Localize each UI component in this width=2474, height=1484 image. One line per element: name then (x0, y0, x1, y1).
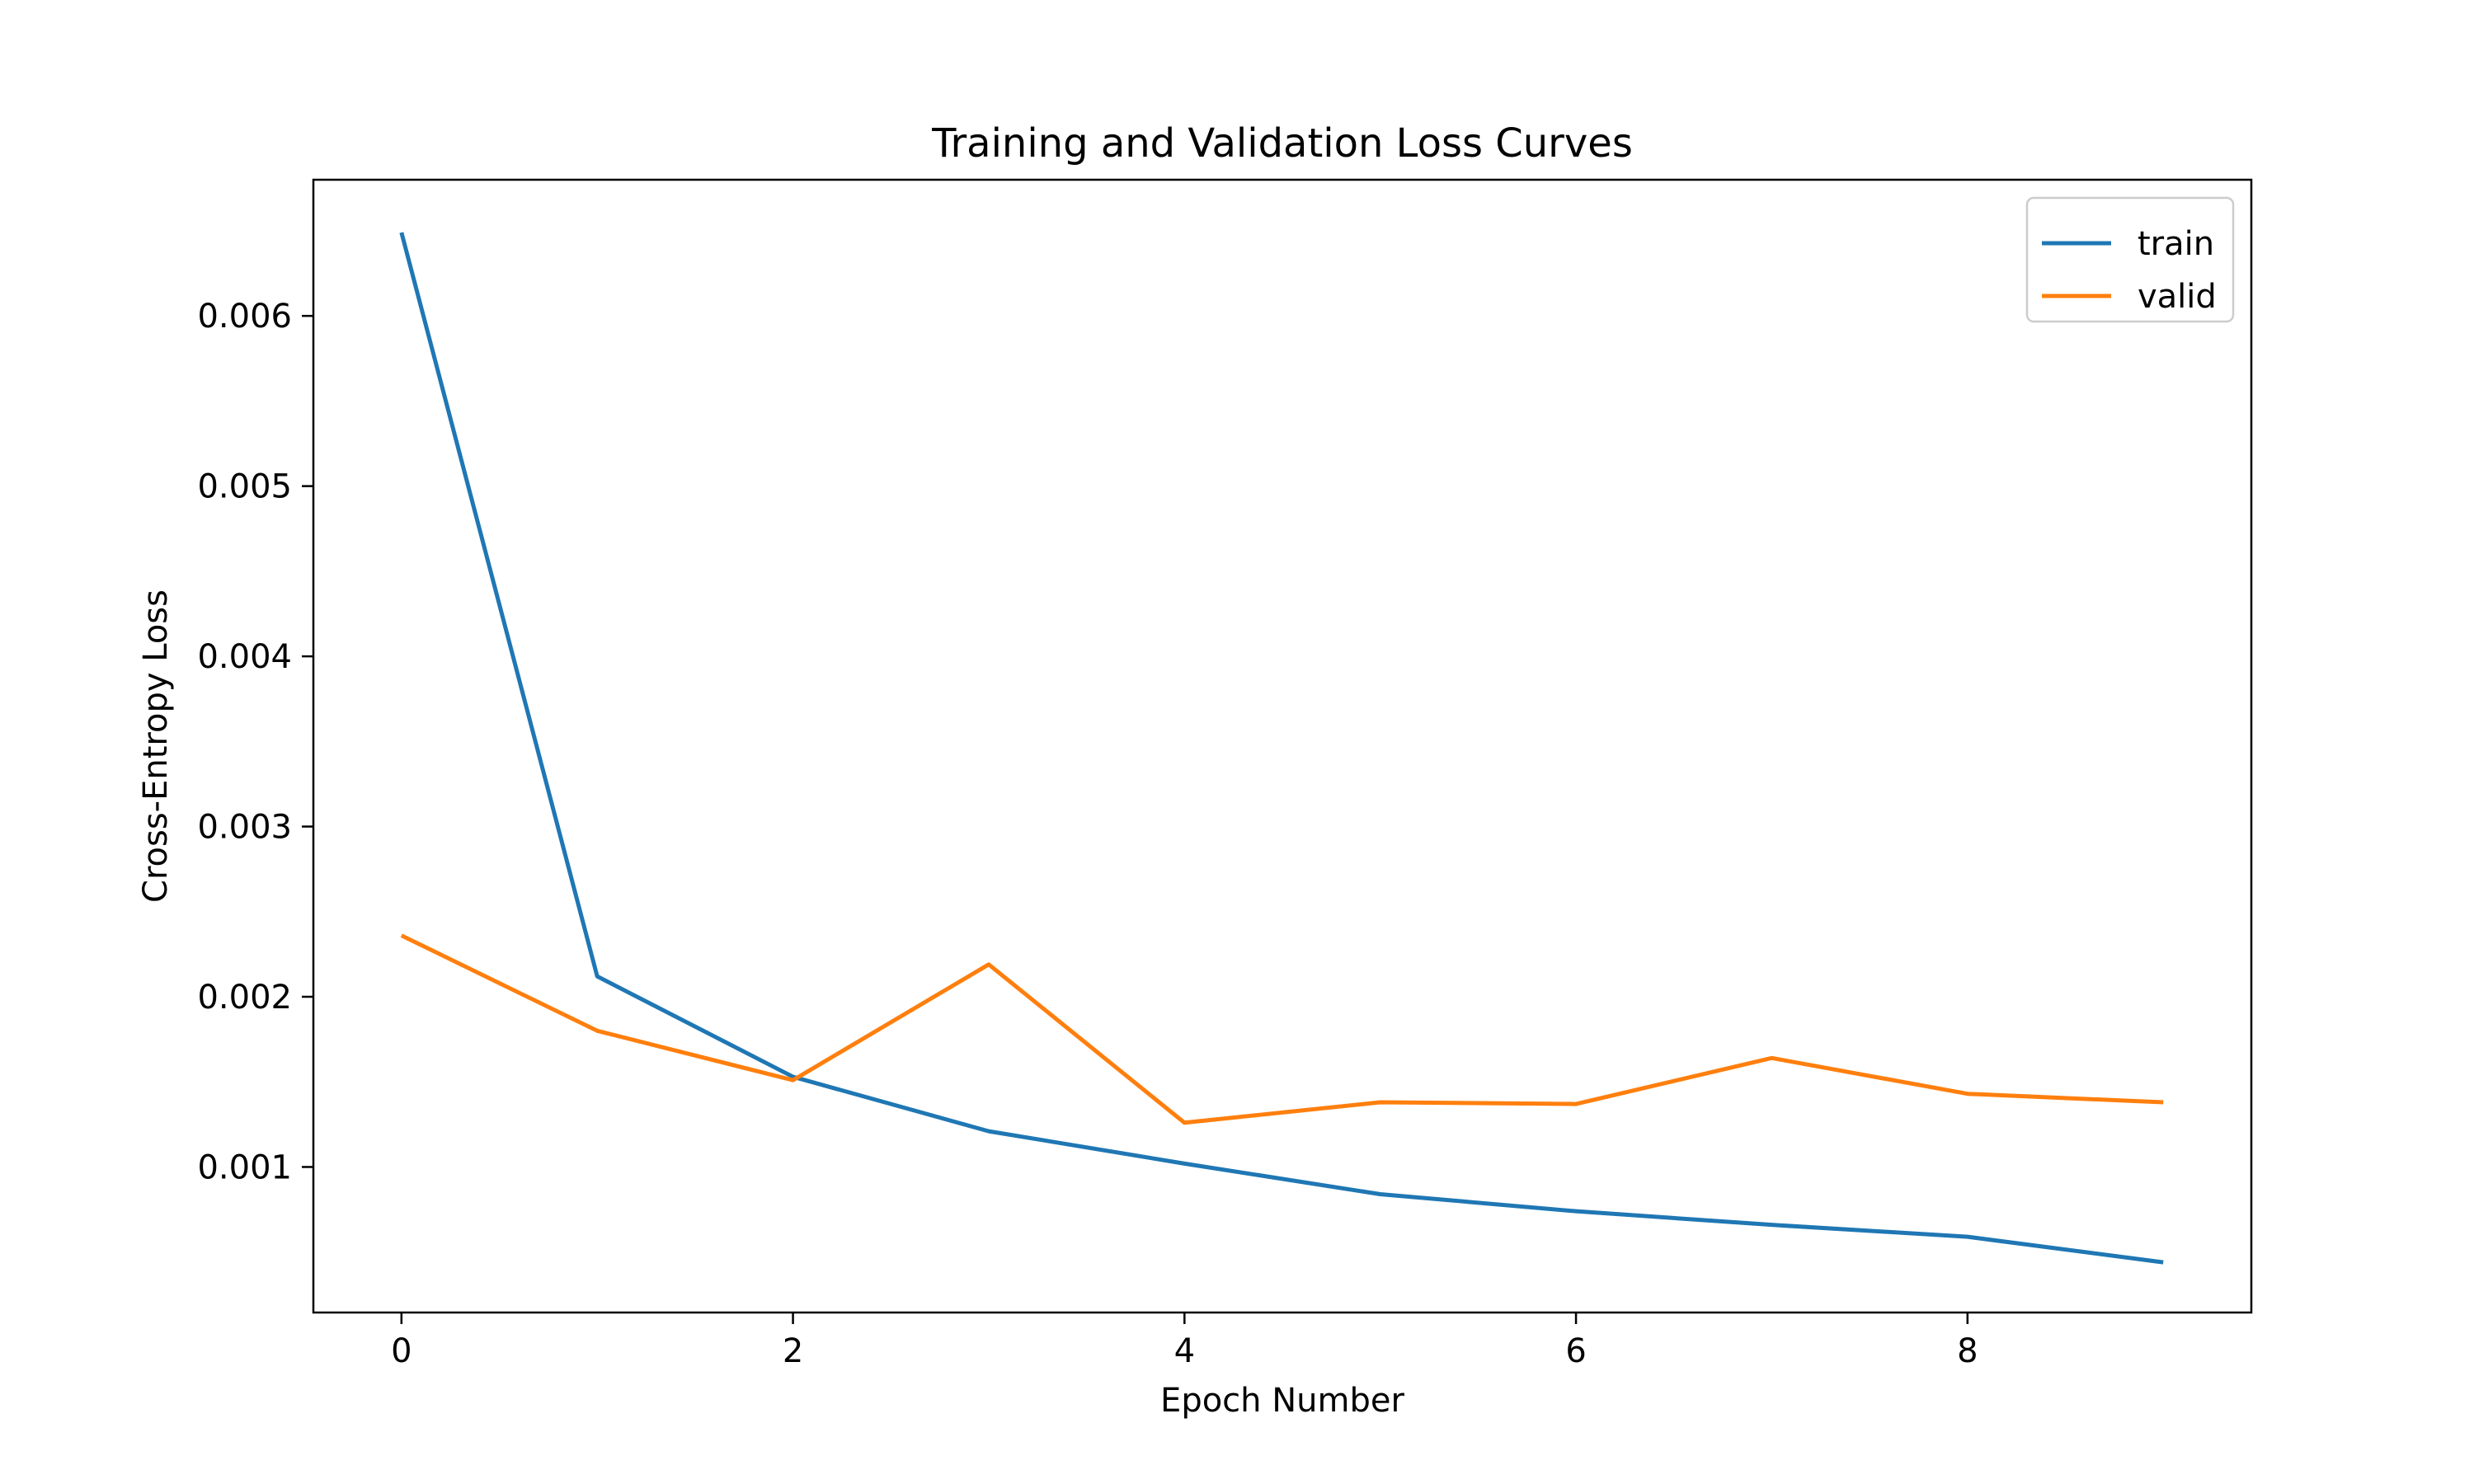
series-line-train (399, 232, 2164, 1265)
series-layer (399, 232, 2164, 1265)
x-axis: 0 2 4 6 8 (391, 1313, 1978, 1370)
y-tick-label: 0.003 (197, 809, 292, 847)
x-axis-label: Epoch Number (1160, 1382, 1404, 1420)
x-tick-label: 8 (1957, 1332, 1978, 1370)
y-tick-label: 0.001 (197, 1148, 292, 1186)
legend-box (2025, 196, 2235, 323)
y-tick-label: 0.006 (197, 298, 292, 336)
chart-title: Training and Validation Loss Curves (931, 120, 1633, 167)
y-tick-label: 0.004 (197, 638, 292, 676)
x-tick-label: 6 (1565, 1332, 1586, 1370)
y-axis-label: Cross-Entropy Loss (137, 589, 175, 903)
y-tick-label: 0.005 (197, 468, 292, 506)
legend-label-train: train (2138, 225, 2214, 263)
plot-frame (312, 178, 2253, 1314)
legend-label-valid: valid (2138, 278, 2217, 316)
legend: train valid (2025, 196, 2235, 323)
x-tick-label: 4 (1174, 1332, 1195, 1370)
y-axis: 0.001 0.002 0.003 0.004 0.005 0.006 (197, 298, 313, 1186)
x-tick-label: 2 (783, 1332, 803, 1370)
series-line-valid (400, 933, 2164, 1125)
y-tick-label: 0.002 (197, 979, 292, 1017)
x-tick-label: 0 (391, 1332, 412, 1370)
